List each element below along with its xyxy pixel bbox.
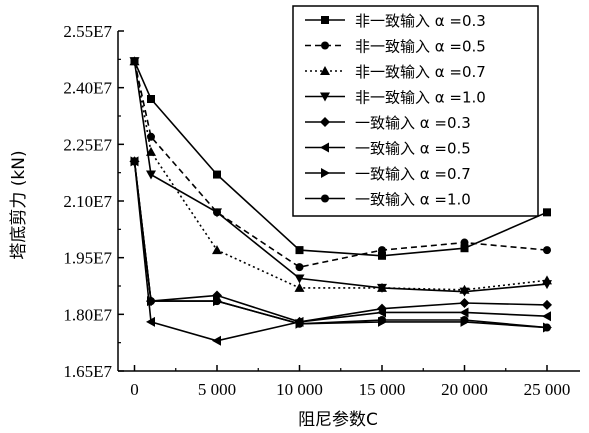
legend-label: 非一致输入 α =1.0 (355, 89, 486, 107)
data-point (377, 283, 387, 293)
data-point (147, 297, 155, 306)
data-point (213, 297, 221, 306)
data-point (377, 307, 386, 318)
x-tick-label: 15 000 (359, 380, 406, 399)
legend-label: 非一致输入 α =0.5 (355, 38, 486, 56)
legend-marker (321, 194, 329, 203)
axes-group: 1.65E7 1.80E7 1.95E7 2.10E7 2.25E7 2.40E7 2.55… (63, 22, 580, 399)
legend-label: 非一致输入 α =0.7 (355, 63, 486, 81)
y-tick-label: 1.95E7 (63, 249, 112, 268)
x-tick-label: 5 000 (198, 380, 236, 399)
y-tick-label: 2.40E7 (63, 79, 112, 98)
data-point (212, 335, 221, 346)
legend: 非一致输入 α =0.3 非一致输入 α =0.5 非一致输入 α =0.7 非一致输… (292, 5, 539, 217)
plot-series-group (129, 56, 552, 346)
y-tick-label: 2.55E7 (63, 22, 112, 41)
legend-marker (321, 41, 329, 50)
legend-marker (321, 16, 329, 24)
data-point (459, 307, 469, 318)
data-point (294, 282, 305, 292)
legend-marker (320, 92, 330, 102)
data-point (295, 246, 304, 255)
series-8 (130, 157, 551, 332)
data-point (378, 316, 386, 324)
legend-entry: 非一致输入 α =0.3 (305, 12, 486, 30)
data-point (295, 263, 304, 272)
y-tick-label: 2.10E7 (63, 192, 112, 211)
data-point (378, 246, 386, 255)
legend-marker (320, 142, 329, 153)
y-tick-label: 1.80E7 (63, 305, 112, 324)
legend-marker (321, 168, 330, 178)
legend-marker (320, 117, 330, 127)
data-point (543, 208, 551, 217)
legend-label: 一致输入 α =0.7 (355, 165, 471, 183)
data-point (212, 245, 222, 255)
legend-entry: 一致输入 α =1.0 (305, 191, 471, 209)
data-point (459, 287, 470, 297)
data-point (130, 157, 139, 166)
legend-entry: 非一致输入 α =0.7 (305, 63, 486, 81)
legend-entry: 非一致输入 α =1.0 (305, 89, 486, 107)
data-point (543, 246, 551, 255)
data-point (460, 316, 469, 324)
y-tick-label: 1.65E7 (63, 362, 112, 381)
y-axis-title: 塔底剪力 (kN) (9, 150, 29, 259)
legend-label: 一致输入 α =0.5 (355, 140, 471, 158)
x-tick-label: 20 000 (441, 380, 488, 399)
data-point (146, 316, 155, 327)
legend-entry: 一致输入 α =0.5 (305, 140, 471, 158)
data-point (542, 299, 552, 310)
legend-label: 一致输入 α =1.0 (355, 191, 471, 209)
data-point (460, 244, 469, 253)
legend-label: 非一致输入 α =0.3 (355, 12, 486, 30)
data-point (294, 274, 305, 284)
legend-entry: 一致输入 α =0.7 (305, 165, 471, 183)
data-point (213, 170, 221, 179)
data-point (543, 323, 551, 332)
data-point (542, 311, 551, 322)
data-point (295, 319, 304, 328)
x-tick-label: 25 000 (524, 380, 571, 399)
data-point (129, 57, 140, 67)
data-point (212, 208, 222, 218)
y-tick-label: 2.25E7 (63, 135, 112, 154)
legend-marker (320, 66, 330, 75)
x-tick-label: 10 000 (276, 380, 323, 399)
data-point (147, 95, 155, 103)
data-point (378, 251, 386, 260)
data-point (460, 238, 469, 247)
data-point (146, 170, 156, 180)
x-axis-title: 阻尼参数C (298, 410, 378, 430)
data-point (147, 132, 155, 141)
legend-entry: 非一致输入 α =0.5 (305, 38, 486, 56)
legend-box (292, 5, 539, 217)
x-tick-label: 0 (130, 380, 139, 399)
data-point (542, 280, 552, 290)
data-point (459, 298, 470, 308)
legend-label: 一致输入 α =0.3 (355, 114, 471, 132)
legend-entry: 一致输入 α =0.3 (305, 114, 471, 132)
series-4 (129, 57, 552, 297)
